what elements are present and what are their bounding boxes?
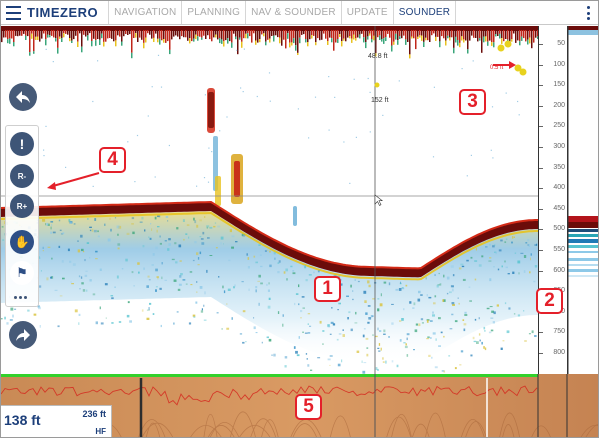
fish-marker-icon: ⚑ bbox=[16, 265, 28, 280]
seabed-echo bbox=[1, 202, 538, 278]
range-minus-button[interactable]: R- bbox=[10, 164, 34, 188]
depth-tick-mark bbox=[539, 44, 543, 45]
top-bar: TIMEZERO NAVIGATION PLANNING NAV & SOUND… bbox=[1, 1, 598, 25]
callout-3: 3 bbox=[459, 89, 486, 115]
frequency-readout: HF bbox=[95, 427, 106, 436]
surface-clutter bbox=[1, 30, 538, 59]
depth-tick-mark bbox=[539, 188, 543, 190]
kebab-menu-icon[interactable] bbox=[584, 5, 592, 21]
a-scope-strip bbox=[567, 26, 598, 374]
fish-symbols[interactable] bbox=[374, 40, 527, 88]
depth-info-box: 138 ft 236 ft HF bbox=[1, 405, 112, 437]
fish-school-targets bbox=[207, 88, 297, 226]
depth-tick-label: 350 bbox=[553, 163, 565, 171]
depth-tick-mark bbox=[539, 353, 543, 354]
depth-tick-label: 750 bbox=[553, 328, 565, 336]
depth-tick-label: 800 bbox=[553, 349, 565, 356]
fish-marker-button[interactable]: ⚑ bbox=[10, 261, 34, 285]
pan-hand-button[interactable]: ✋ bbox=[10, 230, 34, 254]
redo-button[interactable] bbox=[9, 321, 37, 349]
echogram-canvas bbox=[1, 26, 538, 374]
depth-tick-label: 150 bbox=[553, 81, 565, 89]
depth-tick-mark bbox=[539, 105, 543, 107]
tab-sounder[interactable]: SOUNDER bbox=[394, 1, 457, 24]
callout-3-arrow-head bbox=[509, 61, 516, 69]
bottom-profile-strip: 138 ft 236 ft HF bbox=[1, 374, 598, 437]
seabed-edge bbox=[1, 200, 538, 270]
depth-tick-mark bbox=[539, 208, 543, 210]
depth-tick-label: 550 bbox=[553, 246, 565, 253]
depth-tick-label: 400 bbox=[553, 184, 565, 192]
hamburger-menu-icon[interactable] bbox=[1, 1, 25, 24]
app-brand: TIMEZERO bbox=[25, 1, 110, 24]
depth-secondary-readout: 236 ft bbox=[82, 409, 106, 419]
depth-tick-label: 200 bbox=[553, 101, 565, 109]
echogram-view[interactable]: 48.8 ft 152 ft 0.5 ft 5'40s5'10s4'40s4'1… bbox=[1, 26, 538, 374]
surface-band bbox=[1, 26, 538, 31]
point-label-2: 152 ft bbox=[371, 97, 389, 104]
cursor-label: 0.5 ft bbox=[490, 65, 504, 71]
depth-tick-mark bbox=[539, 147, 543, 148]
depth-tick-label: 100 bbox=[553, 60, 565, 68]
alert-button[interactable]: ! bbox=[10, 132, 34, 156]
depth-tick-mark bbox=[539, 64, 543, 66]
callout-2: 2 bbox=[536, 288, 563, 314]
depth-tick-label: 600 bbox=[553, 266, 565, 274]
back-arrow-icon bbox=[16, 91, 30, 103]
sounder-tool-panel: ! R- R+ ✋ ⚑ bbox=[5, 125, 39, 307]
sub-bottom-echo bbox=[1, 211, 538, 364]
tab-update[interactable]: UPDATE bbox=[342, 1, 394, 24]
depth-tick-mark bbox=[539, 126, 543, 128]
mouse-pointer-icon bbox=[374, 194, 384, 206]
forward-arrow-icon bbox=[16, 329, 30, 341]
range-plus-button[interactable]: R+ bbox=[10, 194, 34, 218]
callout-4: 4 bbox=[99, 147, 126, 173]
more-dots-icon[interactable] bbox=[14, 296, 27, 299]
tab-navigation[interactable]: NAVIGATION bbox=[109, 1, 183, 24]
alert-icon: ! bbox=[19, 136, 25, 152]
depth-tick-label: 50 bbox=[557, 40, 565, 47]
depth-tick-mark bbox=[539, 85, 543, 87]
depth-tick-label: 500 bbox=[553, 225, 565, 233]
tab-planning[interactable]: PLANNING bbox=[182, 1, 247, 24]
undo-button[interactable] bbox=[9, 83, 37, 111]
depth-scale: 5010015020025030035040045050055060065070… bbox=[538, 26, 567, 374]
callout-4-arrow-line bbox=[52, 172, 100, 187]
depth-tick-label: 300 bbox=[553, 143, 565, 150]
callout-4-arrow-head bbox=[47, 182, 56, 190]
depth-readout: 138 ft bbox=[4, 412, 41, 428]
seabed-return bbox=[1, 211, 538, 281]
depth-tick-mark bbox=[539, 270, 543, 272]
depth-tick-label: 450 bbox=[553, 204, 565, 212]
depth-tick-mark bbox=[539, 167, 543, 169]
range-minus-icon: R- bbox=[17, 171, 27, 181]
depth-tick-mark bbox=[539, 332, 543, 334]
range-plus-icon: R+ bbox=[16, 201, 28, 211]
callout-5: 5 bbox=[295, 394, 322, 420]
depth-tick-mark bbox=[539, 229, 543, 231]
point-label-1: 48.8 ft bbox=[368, 53, 388, 60]
hand-pan-icon: ✋ bbox=[14, 235, 30, 249]
depth-tick-label: 250 bbox=[553, 122, 565, 130]
tab-nav-sounder[interactable]: NAV & SOUNDER bbox=[246, 1, 342, 24]
callout-1: 1 bbox=[314, 276, 341, 302]
depth-tick-mark bbox=[539, 250, 543, 251]
